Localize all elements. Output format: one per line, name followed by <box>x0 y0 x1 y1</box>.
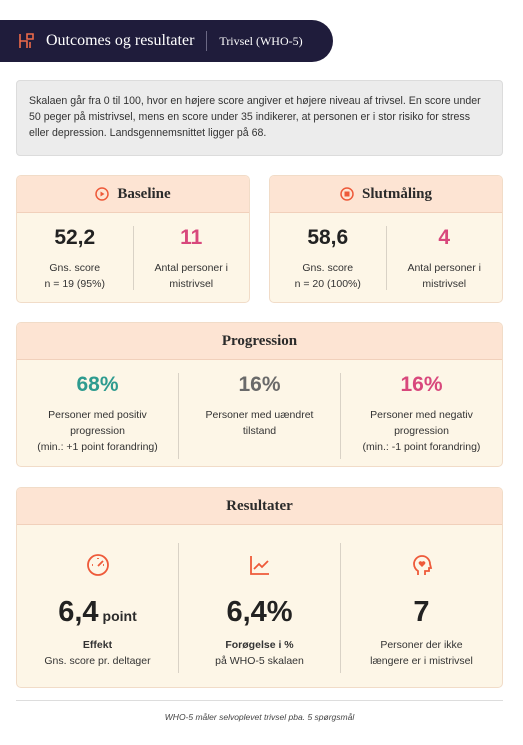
stats: 52,2 Gns. score n = 19 (95%) 11 Antal perso… <box>17 226 249 290</box>
stat-value: 58,6 <box>307 226 349 249</box>
card-title: Baseline <box>117 185 171 202</box>
stop-icon <box>340 187 354 201</box>
item-value: 68% <box>76 373 119 396</box>
stat-note: n = 20 (100%) <box>294 278 361 290</box>
stat-label: Gns. score <box>302 262 354 274</box>
header-subtitle: Trivsel (WHO-5) <box>219 33 303 48</box>
items: 68% Personer med positiv progression (min.… <box>17 373 502 459</box>
stat-label: Gns. score <box>49 262 101 274</box>
stat-value: 52,2 <box>54 226 96 249</box>
item-label: Personer med positiv progression <box>48 409 147 437</box>
final-card: Slutmåling 58,6 Gns. score n = 20 (100%) 4… <box>269 175 503 303</box>
intro: Skalaen går fra 0 til 100, hvor en højer… <box>16 80 503 156</box>
item-note: på WHO-5 skalaen <box>215 655 304 667</box>
item-note: Gns. score pr. deltager <box>44 655 151 667</box>
card-title: Progression <box>221 332 298 349</box>
header: Outcomes og resultater Trivsel (WHO-5) <box>0 20 333 62</box>
item-value: 6,4% <box>226 596 293 628</box>
item-label: Forøgelse i % <box>225 639 294 651</box>
item-note: (min.: -1 point forandring) <box>362 441 481 453</box>
gauge-icon <box>86 554 109 576</box>
item-unit: point <box>102 608 137 624</box>
stat-value: 11 <box>180 226 203 249</box>
stat: 4 Antal personer i mistrivsel <box>385 226 503 290</box>
card-header: Progression <box>17 323 502 360</box>
item-value: 6,4 <box>58 596 99 628</box>
stat-value: 4 <box>438 226 451 249</box>
card-header: Baseline <box>17 176 249 213</box>
item-label: Personer der ikke længere er i mistrivse… <box>370 639 473 667</box>
item: 16% Personer med uændret tilstand <box>178 373 340 459</box>
item-value: 16% <box>400 373 443 396</box>
item: 16% Personer med negativ progression (min.… <box>340 373 502 459</box>
separator <box>206 31 208 51</box>
item-value: 16% <box>238 373 281 396</box>
results-card: Resultater 6,4 point Effekt Gns. score pr… <box>16 487 503 688</box>
item-value-row: 6,4% <box>187 596 332 629</box>
head-icon <box>412 555 432 575</box>
stat: 52,2 Gns. score n = 19 (95%) <box>17 226 133 290</box>
item: 6,4 point Effekt Gns. score pr. deltager <box>17 543 178 673</box>
stat: 11 Antal personer i mistrivsel <box>132 226 250 290</box>
items: 6,4 point Effekt Gns. score pr. deltager … <box>17 543 502 673</box>
card-title: Slutmåling <box>361 185 433 202</box>
stat-note: n = 19 (95%) <box>44 278 105 290</box>
item: 68% Personer med positiv progression (min.… <box>17 373 178 459</box>
progression-card: Progression 68% Personer med positiv prog… <box>16 322 503 467</box>
card-header: Slutmåling <box>270 176 502 213</box>
item-label: Effekt <box>82 639 113 651</box>
chart-icon <box>249 556 269 575</box>
item-value-row: 6,4 point <box>25 596 170 629</box>
item-value-row: 7 <box>349 596 494 629</box>
stat-label: Antal personer i mistrivsel <box>407 262 482 290</box>
item-label: Personer med negativ progression <box>370 409 473 437</box>
stats: 58,6 Gns. score n = 20 (100%) 4 Antal perso… <box>270 226 502 290</box>
baseline-card: Baseline 52,2 Gns. score n = 19 (95%) 11 An… <box>16 175 250 303</box>
item-note: (min.: +1 point forandring) <box>37 441 158 453</box>
card-header: Resultater <box>17 488 502 525</box>
footer: WHO-5 måler selvoplevet trivsel pba. 5 s… <box>16 700 503 722</box>
item: 7 Personer der ikke længere er i mistriv… <box>340 543 502 673</box>
stat-label: Antal personer i mistrivsel <box>154 262 229 290</box>
card-title: Resultater <box>226 497 293 514</box>
item-label: Personer med uændret tilstand <box>205 409 314 437</box>
item-value: 7 <box>413 596 430 628</box>
header-title: Outcomes og resultater <box>46 32 195 49</box>
header-icon <box>19 33 34 48</box>
item: 6,4% Forøgelse i % på WHO-5 skalaen <box>178 543 340 673</box>
play-icon <box>95 187 110 201</box>
stat: 58,6 Gns. score n = 20 (100%) <box>270 226 386 290</box>
